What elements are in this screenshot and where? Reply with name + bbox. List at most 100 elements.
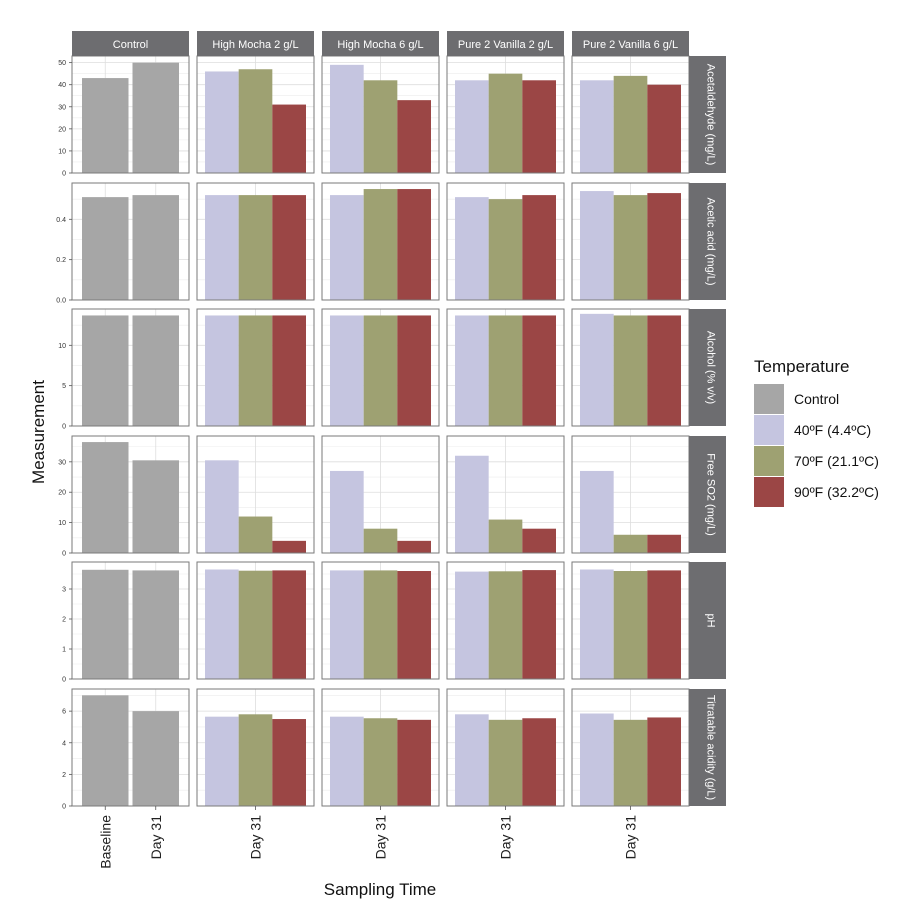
bar bbox=[132, 315, 179, 426]
y-tick-label: 3 bbox=[62, 587, 66, 594]
y-tick-label: 20 bbox=[58, 490, 66, 497]
legend-label: 70ºF (21.1ºC) bbox=[794, 453, 879, 469]
bar bbox=[613, 195, 648, 300]
bar bbox=[82, 442, 129, 553]
legend-key bbox=[754, 384, 784, 414]
bar bbox=[272, 540, 306, 553]
legend-label: 40ºF (4.4ºC) bbox=[794, 422, 871, 438]
bar bbox=[238, 195, 273, 300]
bar bbox=[397, 540, 431, 553]
y-tick-label: 10 bbox=[58, 520, 66, 527]
panel-border bbox=[196, 182, 315, 301]
bar bbox=[238, 315, 273, 426]
column-strip-label: Pure 2 Vanilla 6 g/L bbox=[583, 39, 678, 51]
panel-border bbox=[446, 308, 565, 427]
bar bbox=[272, 315, 306, 426]
bar bbox=[488, 73, 523, 173]
panel bbox=[196, 688, 315, 807]
row-strip bbox=[689, 689, 726, 806]
panel: 0.0 0.2 0.4 bbox=[56, 182, 190, 305]
panel bbox=[196, 182, 315, 301]
bar bbox=[82, 695, 129, 806]
y-tick-label: 6 bbox=[62, 709, 66, 716]
panel-border bbox=[71, 688, 190, 807]
bar bbox=[205, 716, 239, 806]
bar bbox=[455, 571, 489, 679]
legend-label: 90ºF (32.2ºC) bbox=[794, 484, 879, 500]
row-strip-label: pH bbox=[705, 613, 717, 627]
bar bbox=[82, 78, 129, 173]
bar bbox=[613, 534, 648, 553]
legend: Temperature Control 40ºF (4.4ºC) 70ºF (21.… bbox=[754, 357, 879, 507]
bar bbox=[397, 571, 431, 679]
column-strip-label: Control bbox=[113, 39, 148, 51]
legend-label: Control bbox=[794, 391, 839, 407]
panel bbox=[321, 308, 440, 427]
bar bbox=[522, 315, 556, 426]
bar bbox=[363, 189, 398, 300]
bar bbox=[82, 569, 129, 679]
column-strip bbox=[447, 31, 564, 56]
bar bbox=[82, 315, 129, 426]
panel bbox=[571, 182, 690, 301]
y-tick-label: 5 bbox=[62, 383, 66, 390]
bar bbox=[580, 569, 614, 679]
bar bbox=[522, 195, 556, 300]
x-tick-label: Day 31 bbox=[623, 815, 639, 860]
panel-border bbox=[196, 308, 315, 427]
y-tick-label: 30 bbox=[58, 104, 66, 111]
bar bbox=[647, 717, 681, 806]
bar bbox=[580, 313, 614, 426]
column-strips: Control High Mocha 2 g/L High Mocha 6 g/L P… bbox=[72, 31, 689, 56]
bar bbox=[272, 104, 306, 173]
panel-border bbox=[446, 435, 565, 554]
row-strips: Acetaldehyde (mg/L) Acetic acid (mg/L) Alc… bbox=[689, 56, 726, 806]
bar bbox=[647, 193, 681, 300]
bar bbox=[580, 713, 614, 806]
bar bbox=[647, 315, 681, 426]
column-strip bbox=[572, 31, 689, 56]
panel bbox=[196, 308, 315, 427]
bar bbox=[522, 528, 556, 553]
column-strip bbox=[322, 31, 439, 56]
panel bbox=[446, 55, 565, 174]
bar bbox=[205, 195, 239, 300]
row-strip-label: Acetaldehyde (mg/L) bbox=[705, 64, 717, 166]
bar bbox=[647, 534, 681, 553]
panel bbox=[571, 55, 690, 174]
panel-border bbox=[196, 561, 315, 680]
bar bbox=[488, 571, 523, 679]
bar bbox=[132, 195, 179, 300]
row-strip bbox=[689, 56, 726, 173]
bar bbox=[647, 570, 681, 679]
bar bbox=[522, 80, 556, 173]
panel-border bbox=[446, 561, 565, 680]
bar bbox=[397, 315, 431, 426]
y-axis-title: Measurement bbox=[29, 380, 48, 484]
panel: 0 5 10 bbox=[58, 308, 190, 431]
x-tick-label: Day 31 bbox=[248, 815, 264, 860]
legend-key bbox=[754, 446, 784, 476]
row-strip bbox=[689, 183, 726, 300]
row-strip bbox=[689, 436, 726, 553]
panel: 0 1 2 3 bbox=[62, 561, 190, 684]
panel bbox=[446, 435, 565, 554]
y-tick-label: 2 bbox=[62, 772, 66, 779]
y-tick-label: 10 bbox=[58, 343, 66, 350]
bar bbox=[272, 719, 306, 806]
bar bbox=[330, 470, 364, 553]
bar bbox=[330, 570, 364, 679]
y-tick-label: 0 bbox=[62, 424, 66, 431]
bar bbox=[455, 315, 489, 426]
bar bbox=[238, 69, 273, 173]
bar bbox=[272, 570, 306, 679]
panel bbox=[321, 55, 440, 174]
bar bbox=[488, 719, 523, 806]
bar bbox=[205, 315, 239, 426]
y-tick-label: 1 bbox=[62, 647, 66, 654]
bar bbox=[488, 315, 523, 426]
column-strip bbox=[197, 31, 314, 56]
panel-border bbox=[446, 182, 565, 301]
panel bbox=[571, 561, 690, 680]
